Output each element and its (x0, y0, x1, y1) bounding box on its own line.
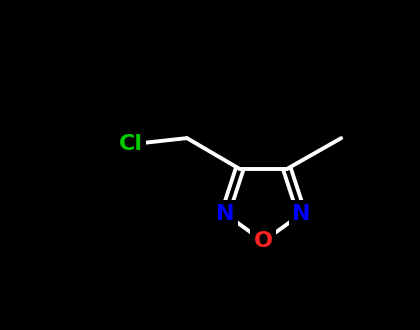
Text: N: N (216, 204, 234, 224)
Text: Cl: Cl (119, 134, 143, 154)
Text: O: O (254, 231, 273, 251)
Text: N: N (292, 204, 311, 224)
